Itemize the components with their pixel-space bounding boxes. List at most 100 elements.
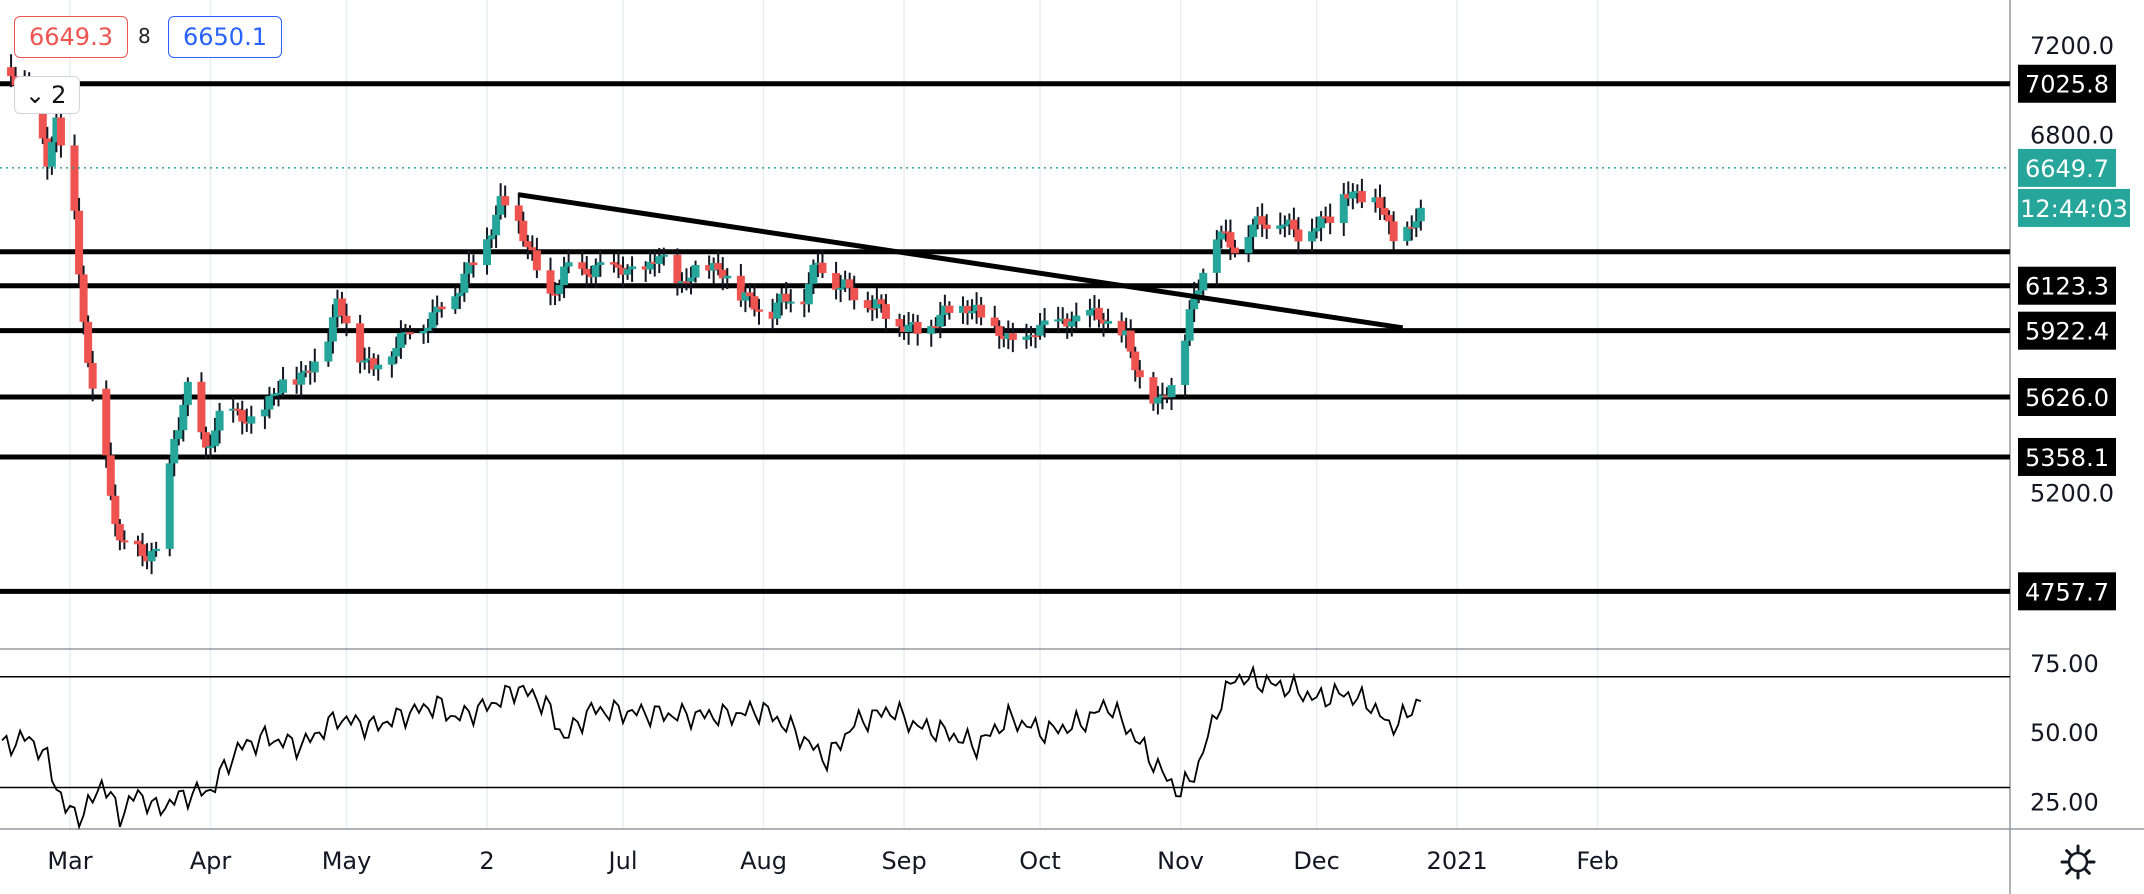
candle-body [1022, 336, 1031, 340]
candle-body [374, 364, 383, 370]
candle-body [1099, 319, 1108, 324]
time-tick-label: Sep [881, 847, 926, 875]
candle-body [460, 273, 469, 293]
candle-body [963, 305, 972, 314]
candle-body [800, 301, 809, 305]
time-tick-label: Nov [1157, 847, 1204, 875]
candle-body [768, 311, 777, 319]
candle-body [469, 262, 478, 266]
candle-body [247, 416, 256, 424]
countdown-label: 12:44:03 [2020, 195, 2128, 223]
candle-body [1416, 207, 1425, 222]
candle-body [174, 430, 183, 439]
candle-body [809, 264, 818, 284]
candle-body [691, 265, 700, 278]
candle-body [714, 263, 723, 270]
candle-body [1131, 351, 1140, 371]
spread-value: 8 [138, 24, 151, 48]
candle-body [1054, 319, 1063, 322]
candle-body [1385, 214, 1394, 222]
candle-body [1031, 335, 1040, 338]
price-tick-label: 7200.0 [2030, 32, 2114, 60]
rsi-line [1, 664, 1422, 830]
candle-body [596, 262, 605, 266]
candle-body [709, 263, 718, 271]
collapse-toggle[interactable]: ⌄ 2 [14, 76, 80, 114]
candle-body [1289, 219, 1298, 230]
candle-body [850, 287, 859, 301]
candle-body [133, 540, 142, 545]
ask-price[interactable]: 6650.1 [168, 16, 282, 58]
chevron-down-icon: ⌄ [25, 81, 46, 109]
bid-price[interactable]: 6649.3 [14, 16, 128, 58]
candle-body [47, 142, 56, 167]
collapse-label: 2 [51, 81, 67, 109]
candle-body [958, 305, 967, 313]
candle-body [7, 67, 16, 77]
candle-body [519, 220, 528, 242]
candle-body [1104, 320, 1113, 324]
candle-body [900, 326, 909, 332]
gear-icon[interactable] [2058, 842, 2098, 882]
candle-body [1258, 216, 1267, 225]
candle-body [1253, 216, 1262, 225]
candle-body [1149, 377, 1158, 404]
candle-body [84, 321, 93, 363]
time-tick-label: May [322, 847, 372, 875]
candle-body [1230, 247, 1239, 254]
candle-body [310, 361, 319, 373]
time-tick-label: Feb [1576, 847, 1619, 875]
candle-body [1339, 194, 1348, 223]
candle-body [337, 298, 346, 316]
candle-body [551, 293, 560, 296]
candle-body [455, 292, 464, 297]
candle-body [514, 205, 523, 221]
candle-body [419, 330, 428, 334]
candle-body [990, 317, 999, 327]
last-price-label: 6649.7 [2025, 155, 2109, 183]
candle-body [111, 495, 120, 525]
candle-body [1376, 197, 1385, 208]
candle-body [392, 347, 401, 357]
candle-body [999, 335, 1008, 339]
candle-body [1153, 397, 1162, 404]
rsi-tick-label: 25.00 [2030, 788, 2099, 816]
candle-body [1308, 231, 1317, 242]
candle-body [306, 370, 315, 373]
candle-body [487, 235, 496, 240]
candle-body [1348, 191, 1357, 199]
level-label: 5922.4 [2025, 318, 2109, 346]
candle-body [333, 298, 342, 318]
candle-body [555, 285, 564, 295]
candle-body [1058, 318, 1067, 321]
candle-body [152, 548, 161, 552]
candle-body [904, 324, 913, 332]
candle-body [1276, 225, 1285, 229]
candle-body [750, 296, 759, 310]
candle-body [1126, 330, 1135, 352]
candle-body [269, 393, 278, 396]
candle-body [895, 318, 904, 327]
candle-body [868, 308, 877, 311]
candle-body [342, 315, 351, 324]
candle-body [832, 273, 841, 290]
candle-body [356, 323, 365, 363]
candle-body [1040, 320, 1049, 325]
candle-body [75, 210, 84, 275]
candle-body [1190, 294, 1199, 310]
candle-body [646, 261, 655, 270]
candle-body [677, 281, 686, 284]
candle-body [641, 266, 650, 270]
level-label: 7025.8 [2025, 71, 2109, 99]
candle-body [782, 293, 791, 302]
candle-body [836, 287, 845, 290]
candle-body [659, 254, 668, 257]
time-tick-label: Mar [47, 847, 92, 875]
candle-body [1194, 290, 1203, 295]
candle-body [682, 281, 691, 284]
candle-body [437, 306, 446, 310]
level-label-bg [2018, 572, 2116, 611]
candle-body [673, 254, 682, 284]
rsi-tick-label: 75.00 [2030, 650, 2099, 678]
